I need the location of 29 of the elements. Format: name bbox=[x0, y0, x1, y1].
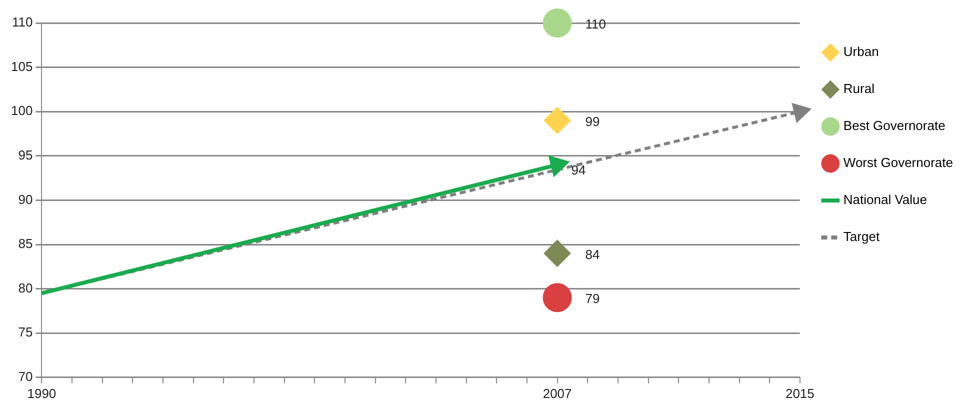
x-tick-label: 2007 bbox=[542, 386, 572, 401]
legend-label: National Value bbox=[843, 192, 928, 208]
legend-label: Worst Governorate bbox=[843, 155, 954, 170]
y-tick-label: 90 bbox=[18, 192, 33, 207]
y-tick-label: 95 bbox=[18, 147, 33, 162]
y-tick-label: 80 bbox=[18, 280, 33, 296]
point bbox=[542, 283, 572, 312]
point bbox=[549, 156, 568, 176]
y-tick-label: 85 bbox=[18, 236, 33, 252]
x-tick-label: 1990 bbox=[27, 386, 56, 401]
legend-label: Urban bbox=[843, 44, 879, 60]
y-tick-label: 110 bbox=[12, 14, 33, 30]
y-tick-label: 100 bbox=[10, 103, 33, 118]
y-tick-label: 105 bbox=[10, 58, 33, 74]
legend-label: Rural bbox=[843, 81, 875, 96]
point bbox=[542, 8, 572, 38]
y-tick-label: 75 bbox=[18, 324, 33, 340]
point bbox=[792, 104, 810, 122]
y-tick-label: 70 bbox=[18, 368, 33, 384]
data-label: 79 bbox=[585, 291, 600, 306]
data-label: 99 bbox=[585, 114, 600, 130]
point bbox=[544, 240, 571, 267]
data-label: 84 bbox=[585, 246, 600, 262]
data-label: 94 bbox=[571, 162, 586, 178]
data-label: 110 bbox=[585, 16, 606, 32]
legend-label: Best Governorate bbox=[843, 118, 946, 134]
legend-label: Target bbox=[843, 229, 880, 244]
x-tick-label: 2015 bbox=[785, 386, 814, 401]
point bbox=[544, 106, 571, 134]
